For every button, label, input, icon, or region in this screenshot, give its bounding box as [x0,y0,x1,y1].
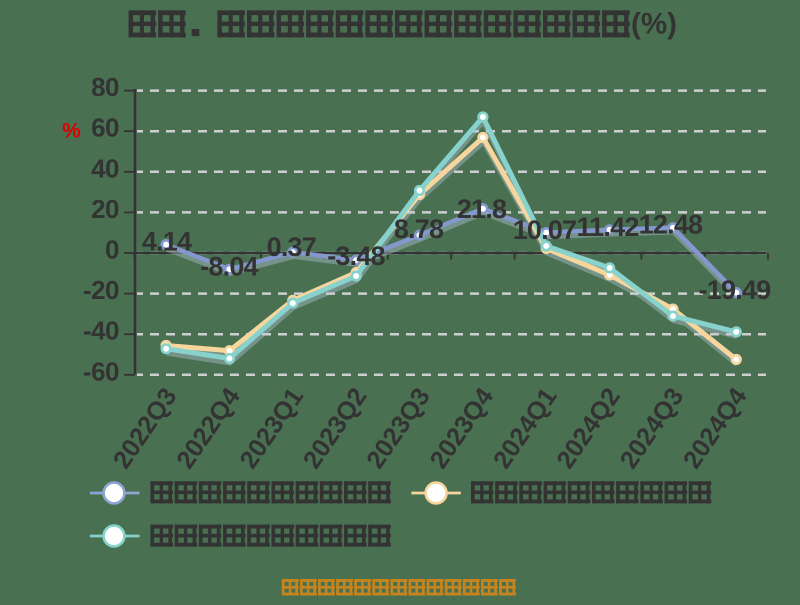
svg-text:40: 40 [91,153,119,183]
svg-text:21.8: 21.8 [457,194,507,224]
svg-text:8.78: 8.78 [394,214,444,244]
svg-text:(%): (%) [631,8,677,41]
svg-text:80: 80 [91,72,119,102]
svg-text:60: 60 [91,113,119,143]
svg-text:12.48: 12.48 [639,210,703,240]
svg-text:-20: -20 [83,275,119,305]
svg-text:-8.04: -8.04 [200,252,258,282]
svg-text:0.37: 0.37 [267,232,316,262]
svg-text:-3.48: -3.48 [327,241,385,271]
svg-text:-19.49: -19.49 [699,275,772,305]
svg-text:10.07: 10.07 [513,215,577,245]
svg-text:20: 20 [91,194,119,224]
svg-text:-40: -40 [83,316,119,346]
svg-text:11.42: 11.42 [576,212,638,242]
svg-text:-60: -60 [83,356,119,386]
svg-text:0: 0 [105,235,119,265]
svg-text:4.14: 4.14 [142,226,192,256]
svg-text:%: % [62,120,81,143]
